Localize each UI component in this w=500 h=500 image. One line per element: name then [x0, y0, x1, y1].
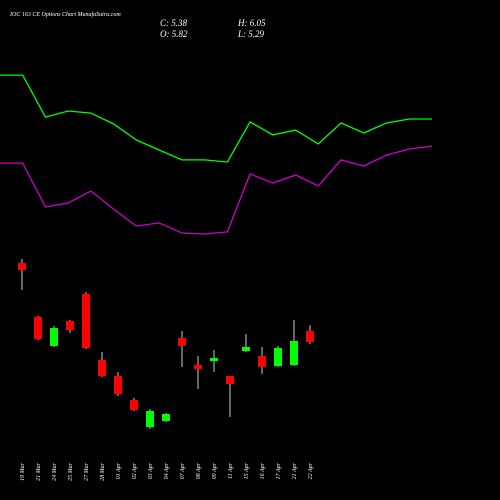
x-tick-label: 01 Apr: [116, 462, 122, 479]
x-tick-label: 19 Mar: [20, 462, 26, 480]
x-tick-label: 11 Apr: [228, 462, 234, 479]
candle-body: [306, 331, 314, 342]
x-tick-label: 22 Apr: [308, 462, 314, 479]
x-tick-label: 04 Apr: [163, 462, 170, 479]
x-tick-label: 28 Mar: [100, 462, 106, 480]
candle-body: [66, 321, 74, 330]
candle-body: [274, 348, 282, 366]
candle-body: [114, 376, 122, 394]
close-label: C: 5.38: [160, 18, 188, 28]
x-tick-label: 02 Apr: [132, 462, 138, 479]
x-tick-label: 27 Mar: [84, 462, 90, 480]
candle-body: [258, 356, 266, 367]
line-green: [0, 74, 432, 163]
candle-body: [34, 317, 42, 339]
line-purple: [0, 145, 433, 235]
x-tick-label: 24 Mar: [51, 462, 58, 480]
x-tick-label: 21 Mar: [36, 462, 42, 480]
candle-body: [146, 411, 154, 427]
candle-body: [130, 400, 138, 410]
candle-body: [290, 341, 298, 365]
candle-body: [82, 294, 90, 348]
x-tick-label: 17 Apr: [276, 462, 282, 479]
open-label: O: 5.82: [160, 29, 188, 39]
candle-body: [194, 365, 202, 369]
candle-body: [50, 328, 58, 346]
candle-body: [210, 358, 218, 361]
chart-title: IOC 163 CE Options Chart MunafaSutra.com: [9, 11, 121, 18]
low-label: L: 5.29: [237, 29, 265, 39]
x-tick-label: 07 Apr: [180, 462, 186, 479]
candle-body: [226, 376, 234, 384]
x-tick-label: 15 Apr: [244, 462, 250, 479]
candle-body: [18, 263, 26, 270]
x-tick-label: 08 Apr: [196, 462, 202, 479]
x-tick-label: 21 Apr: [292, 462, 298, 479]
candle-body: [242, 347, 250, 351]
candle-body: [98, 360, 106, 376]
candle-body: [162, 414, 170, 421]
candle-body: [178, 338, 186, 346]
x-tick-label: 09 Apr: [212, 462, 218, 479]
x-tick-label: 16 Apr: [260, 462, 266, 479]
x-tick-label: 03 Apr: [148, 462, 154, 479]
high-label: H: 6.05: [237, 18, 266, 28]
x-tick-label: 25 Mar: [68, 462, 74, 480]
